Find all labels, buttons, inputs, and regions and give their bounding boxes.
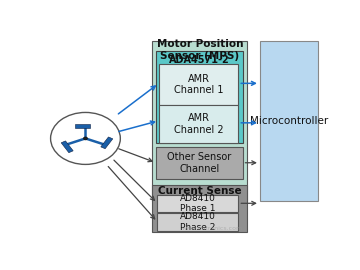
Circle shape	[84, 137, 87, 140]
Bar	[260, 41, 319, 201]
Bar	[75, 124, 90, 127]
Bar	[61, 141, 73, 153]
Text: AD8410
Phase 1: AD8410 Phase 1	[180, 194, 216, 213]
Text: Motor Position
Sensor (MPS): Motor Position Sensor (MPS)	[157, 39, 243, 61]
Text: AD8410
Phase 2: AD8410 Phase 2	[180, 212, 216, 232]
Circle shape	[50, 112, 120, 164]
Bar	[156, 147, 243, 179]
Text: ADA4571-2: ADA4571-2	[169, 55, 230, 65]
Bar	[152, 41, 247, 201]
Bar	[156, 51, 243, 143]
Bar	[159, 63, 238, 105]
Text: AMR
Channel 1: AMR Channel 1	[174, 73, 223, 95]
Bar	[157, 214, 238, 231]
Text: www.cntronics.com: www.cntronics.com	[182, 226, 243, 231]
Bar	[152, 185, 247, 232]
Text: AMR
Channel 2: AMR Channel 2	[174, 113, 224, 135]
Text: Current Sense: Current Sense	[158, 186, 242, 196]
Bar	[157, 195, 238, 212]
Bar	[159, 105, 238, 143]
Text: Microcontroller: Microcontroller	[250, 116, 328, 126]
Bar	[101, 137, 113, 149]
Text: Other Sensor
Channel: Other Sensor Channel	[167, 152, 231, 174]
